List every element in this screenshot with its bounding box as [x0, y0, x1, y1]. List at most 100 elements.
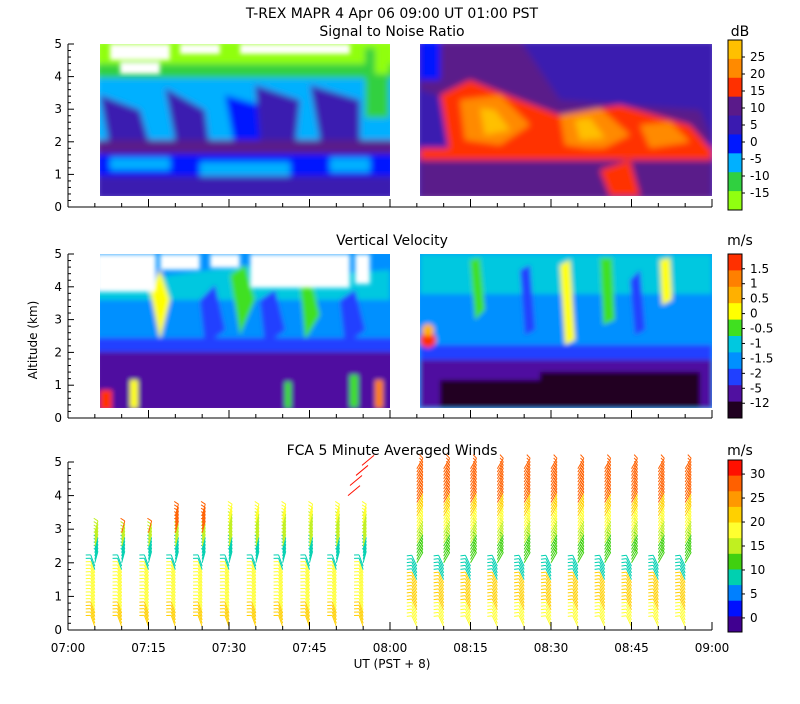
- colorbar-tick-label: -0.5: [750, 322, 773, 336]
- wind-barb-flag: [541, 579, 546, 580]
- wind-barb-flag: [675, 602, 680, 603]
- colorbar-tick-label: 10: [750, 101, 765, 115]
- wind-barb-flag: [675, 592, 680, 593]
- winds-y-tick-label: 1: [54, 589, 62, 603]
- colorbar-swatch: [728, 191, 742, 210]
- winds-colorbar-unit: m/s: [727, 443, 753, 459]
- wind-barb-flag: [460, 579, 465, 580]
- wind-barb-flag: [568, 562, 573, 563]
- snr-y-tick-label: 2: [54, 135, 62, 149]
- wind-barb-flag: [595, 606, 600, 607]
- wind-barb-flag: [541, 569, 546, 570]
- wind-barb-flag: [407, 565, 412, 566]
- colorbar-tick-label: 0: [750, 135, 758, 149]
- colorbar-tick-label: 25: [750, 50, 765, 64]
- wind-barb-flag: [595, 559, 600, 560]
- wind-barb-flag: [648, 575, 653, 576]
- wind-barb-flag: [568, 596, 573, 597]
- wind-barb-flag: [541, 555, 546, 556]
- wind-barb-flag: [407, 586, 412, 587]
- wind-barb-flag: [648, 602, 653, 603]
- wind-barb-flag: [648, 596, 653, 597]
- wind-barb-flag: [541, 596, 546, 597]
- wind-barb-flag: [514, 565, 519, 566]
- wind-barb-flag: [487, 582, 492, 583]
- wind-barb-flag: [94, 518, 98, 521]
- y-axis-label: Altitude (km): [26, 301, 40, 380]
- wind-barb-flag: [434, 612, 439, 613]
- wind-barb-flag: [621, 569, 626, 570]
- wind-barb-flag: [434, 562, 439, 563]
- wind-barb-flag: [595, 582, 600, 583]
- wind-barb-flag: [460, 612, 465, 613]
- wind-barb-flag: [541, 609, 546, 610]
- wind-barb-flag: [514, 569, 519, 570]
- wind-barbs: [86, 455, 691, 627]
- colorbar-swatch: [728, 303, 742, 320]
- x-tick-label: 09:00: [695, 641, 730, 655]
- wind-barb-flag: [648, 565, 653, 566]
- wind-barb-flag: [407, 589, 412, 590]
- wind-barb-flag: [460, 575, 465, 576]
- colorbar-tick-label: 5: [750, 587, 758, 601]
- colorbar-tick-label: 20: [750, 67, 765, 81]
- x-tick-label: 08:30: [534, 641, 569, 655]
- snr-colorbar-unit: dB: [731, 24, 750, 40]
- colorbar-swatch: [728, 270, 742, 287]
- wind-barb-flag: [675, 575, 680, 576]
- wind-barb-flag: [621, 599, 626, 600]
- vv-y-tick-label: 4: [54, 280, 62, 294]
- wind-barb-flag: [648, 612, 653, 613]
- panel-winds-title: FCA 5 Minute Averaged Winds: [287, 443, 498, 459]
- wind-barb-flag: [407, 572, 412, 573]
- wind-barb-flag: [514, 609, 519, 610]
- wind-barb-flag: [568, 602, 573, 603]
- wind-barb-flag: [407, 606, 412, 607]
- wind-barb-flag: [487, 592, 492, 593]
- wind-barb-flag: [675, 589, 680, 590]
- x-tick-label: 07:00: [51, 641, 86, 655]
- wind-barb: [356, 465, 368, 475]
- wind-barb-flag: [434, 616, 439, 617]
- wind-barb-flag: [255, 501, 259, 504]
- wind-barb-flag: [434, 582, 439, 583]
- wind-barb-flag: [407, 616, 412, 617]
- colorbar-tick-label: 15: [750, 539, 765, 553]
- wind-barb-flag: [434, 569, 439, 570]
- wind-barb-flag: [434, 609, 439, 610]
- wind-barb-flag: [527, 455, 530, 459]
- wind-barb-flag: [595, 616, 600, 617]
- snr-y-tick-label: 5: [54, 37, 62, 51]
- wind-barb-flag: [568, 592, 573, 593]
- wind-barb-flag: [487, 589, 492, 590]
- wind-barb-flag: [621, 562, 626, 563]
- panel-vv-title: Vertical Velocity: [336, 233, 448, 249]
- colorbar-tick-label: 30: [750, 467, 765, 481]
- colorbar-tick-label: -12: [750, 396, 770, 410]
- wind-barb-flag: [487, 559, 492, 560]
- wind-barb-flag: [568, 555, 573, 556]
- wind-barb-flag: [514, 589, 519, 590]
- wind-barb-flag: [541, 612, 546, 613]
- colorbar-tick-label: -2: [750, 366, 762, 380]
- vv-colorbar-unit: m/s: [727, 233, 753, 249]
- wind-barb-flag: [675, 559, 680, 560]
- wind-barb-flag: [675, 596, 680, 597]
- colorbar-swatch: [728, 460, 742, 476]
- colorbar-tick-label: -1: [750, 336, 762, 350]
- wind-barb-flag: [648, 572, 653, 573]
- wind-barb-flag: [514, 602, 519, 603]
- wind-barb-flag: [675, 565, 680, 566]
- wind-barb-flag: [434, 572, 439, 573]
- snr-y-tick-label: 0: [54, 200, 62, 214]
- wind-barb-flag: [407, 592, 412, 593]
- wind-barb-flag: [460, 589, 465, 590]
- wind-barb-flag: [460, 616, 465, 617]
- wind-barb-flag: [621, 582, 626, 583]
- wind-barb-flag: [487, 572, 492, 573]
- wind-barb-flag: [621, 579, 626, 580]
- wind-barb-flag: [407, 569, 412, 570]
- wind-barb-flag: [460, 565, 465, 566]
- wind-barb-flag: [541, 606, 546, 607]
